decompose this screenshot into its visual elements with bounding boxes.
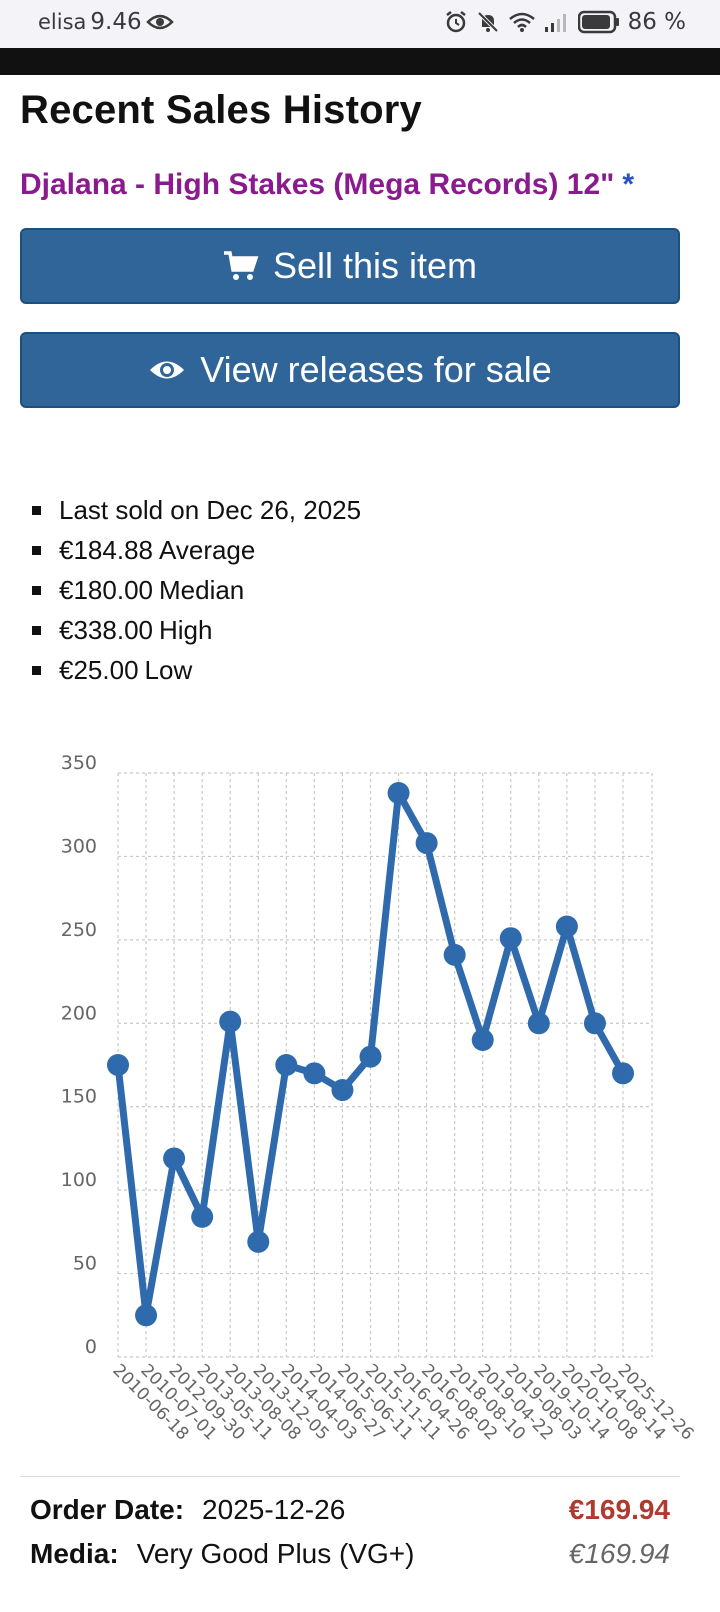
data-point	[191, 1205, 214, 1228]
y-tick-label: 300	[61, 835, 97, 857]
media-value: Very Good Plus (VG+)	[136, 1538, 415, 1569]
y-tick-label: 0	[85, 1336, 97, 1358]
release-title-link[interactable]: Djalana - High Stakes (Mega Records) 12"	[20, 168, 615, 201]
data-point	[612, 1062, 634, 1085]
order-date-row: Order Date: 2025-12-26 €169.94	[30, 1494, 670, 1526]
sales-history-chart: 0501001502002503003502010-06-182010-07-0…	[61, 752, 698, 1444]
cart-icon	[223, 251, 259, 280]
data-point	[471, 1028, 494, 1051]
stat-last-sold: Last sold on Dec 26, 2025	[32, 490, 361, 530]
top-bar	[0, 48, 720, 75]
low-price: €25.00	[59, 655, 139, 685]
data-point	[303, 1062, 326, 1085]
y-tick-label: 150	[61, 1086, 97, 1108]
y-tick-label: 350	[61, 752, 97, 774]
data-point	[583, 1012, 606, 1035]
data-point	[135, 1304, 158, 1327]
mute-bell-icon	[477, 11, 498, 33]
sell-item-label: Sell this item	[272, 245, 478, 286]
stat-low: €25.00 Low	[32, 650, 361, 690]
y-tick-label: 100	[61, 1169, 97, 1191]
data-point	[499, 927, 522, 950]
data-point	[443, 943, 466, 966]
eye-icon	[145, 14, 174, 30]
data-point	[359, 1045, 382, 1068]
status-right: 86 %	[444, 9, 686, 35]
release-star: *	[622, 168, 635, 201]
order-date-value: 2025-12-26	[202, 1494, 346, 1525]
status-bar: elisa 9.46	[0, 0, 720, 48]
clock: 9.46	[90, 9, 142, 35]
stat-median: €180.00 Median	[32, 570, 361, 610]
view-releases-button[interactable]: View releases for sale	[20, 332, 680, 408]
data-point	[387, 782, 410, 805]
carrier-name: elisa	[38, 10, 87, 34]
data-point	[415, 832, 438, 855]
media-row: Media: Very Good Plus (VG+) €169.94	[30, 1538, 670, 1570]
order-price: €169.94	[568, 1494, 670, 1525]
divider	[20, 1476, 680, 1477]
data-point	[219, 1010, 242, 1033]
stat-average: €184.88 Average	[32, 530, 361, 570]
media-price: €169.94	[568, 1538, 670, 1569]
y-tick-label: 50	[73, 1253, 97, 1275]
sales-stats-list: Last sold on Dec 26, 2025 €184.88 Average…	[32, 490, 361, 690]
high-price: €338.00	[59, 615, 153, 645]
page-title: Recent Sales History	[20, 88, 422, 132]
eye-icon	[150, 361, 185, 379]
order-date-label: Order Date:	[30, 1494, 185, 1525]
average-price: €184.88	[59, 535, 153, 565]
battery-icon	[577, 10, 619, 34]
wifi-icon	[508, 12, 535, 32]
alarm-icon	[445, 11, 466, 33]
data-point	[555, 915, 578, 938]
data-point	[247, 1230, 270, 1253]
stat-high: €338.00 High	[32, 610, 361, 650]
status-left: elisa 9.46	[38, 9, 174, 35]
y-tick-label: 200	[61, 1002, 97, 1024]
data-point	[275, 1054, 298, 1076]
media-label: Media:	[30, 1538, 119, 1569]
battery-percent: 86 %	[627, 9, 686, 35]
view-releases-label: View releases for sale	[200, 349, 552, 390]
data-point	[163, 1147, 186, 1170]
release-heading: Djalana - High Stakes (Mega Records) 12"…	[20, 168, 634, 202]
sell-item-button[interactable]: Sell this item	[20, 228, 680, 304]
data-point	[527, 1012, 550, 1035]
data-point	[107, 1054, 129, 1076]
median-price: €180.00	[59, 575, 153, 605]
signal-icon	[544, 14, 566, 32]
data-point	[331, 1079, 354, 1102]
y-tick-label: 250	[61, 919, 97, 941]
